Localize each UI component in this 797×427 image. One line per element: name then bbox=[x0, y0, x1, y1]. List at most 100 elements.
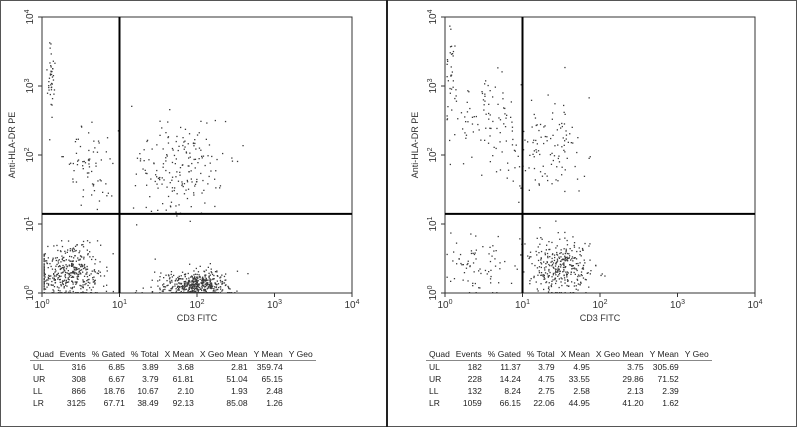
event-dot-ur bbox=[553, 155, 556, 157]
event-dot-lr bbox=[222, 282, 224, 284]
event-dot-ur bbox=[544, 125, 546, 127]
event-dot-ll bbox=[65, 282, 67, 284]
event-dot-ur bbox=[588, 157, 590, 159]
event-dot-lr bbox=[575, 268, 578, 270]
event-dot-lr bbox=[171, 276, 173, 278]
event-dot-ll bbox=[51, 284, 53, 286]
event-dot-lr bbox=[194, 276, 196, 278]
event-dot-lr bbox=[191, 287, 193, 290]
event-dot-lr bbox=[198, 292, 201, 294]
event-dot-ul bbox=[50, 70, 52, 72]
event-dot-ll bbox=[89, 287, 91, 289]
event-dot-lr bbox=[207, 292, 209, 294]
event-dot-lr bbox=[595, 265, 597, 267]
x-axis-label: CD3 FITC bbox=[580, 313, 621, 323]
event-dot-ur bbox=[191, 162, 193, 165]
event-dot-ll bbox=[467, 260, 469, 262]
event-dot-ul bbox=[106, 137, 109, 139]
event-dot-ll bbox=[92, 256, 94, 258]
event-dot-lr bbox=[210, 282, 212, 284]
event-dot-lr bbox=[209, 287, 211, 289]
event-dot-lr bbox=[572, 267, 574, 270]
event-dot-ur bbox=[194, 185, 196, 187]
event-dot-lr bbox=[551, 265, 553, 267]
event-dot-ur bbox=[534, 117, 537, 119]
event-dot-lr bbox=[552, 253, 554, 255]
event-dot-ul bbox=[481, 174, 483, 176]
event-dot-ul bbox=[51, 116, 53, 118]
event-dot-lr bbox=[577, 289, 579, 291]
event-dot-ul bbox=[450, 74, 452, 76]
event-dot-lr bbox=[540, 259, 542, 261]
event-dot-lr bbox=[208, 277, 210, 279]
event-dot-ul bbox=[467, 121, 469, 123]
event-dot-ll bbox=[51, 292, 53, 294]
event-dot-ur bbox=[191, 181, 193, 183]
stats-value-cell: 1.93 bbox=[231, 386, 248, 396]
event-dot-lr bbox=[211, 272, 213, 274]
event-dot-ll bbox=[106, 266, 108, 268]
event-dot-ul bbox=[74, 141, 77, 143]
event-dot-ll bbox=[53, 273, 55, 275]
event-dot-ul bbox=[446, 59, 449, 61]
event-dot-lr bbox=[514, 265, 516, 267]
event-dot-ul bbox=[88, 163, 90, 165]
event-dot-lr bbox=[536, 237, 538, 239]
event-dot-lr bbox=[192, 279, 194, 281]
stats-header-cell: % Gated bbox=[91, 349, 125, 359]
event-dot-lr bbox=[546, 261, 548, 263]
event-dot-ur bbox=[558, 161, 561, 163]
event-dot-ll bbox=[493, 250, 495, 252]
event-dot-ll bbox=[82, 267, 85, 270]
event-dot-ur bbox=[204, 202, 206, 204]
event-dot-ll bbox=[86, 240, 89, 242]
event-dot-lr bbox=[193, 281, 195, 283]
event-dot-lr bbox=[182, 285, 184, 287]
event-dot-ur bbox=[511, 126, 514, 128]
event-dot-ll bbox=[65, 292, 67, 294]
event-dot-lr bbox=[160, 272, 162, 274]
event-dot-lr bbox=[572, 265, 574, 267]
event-dot-ul bbox=[72, 178, 74, 180]
event-dot-ur bbox=[193, 192, 195, 194]
event-dot-lr bbox=[569, 264, 571, 266]
event-dot-lr bbox=[211, 285, 213, 287]
stats-header-cell: Y Geo bbox=[684, 349, 709, 359]
event-dot-lr bbox=[529, 256, 531, 258]
event-dot-lr bbox=[585, 292, 587, 294]
event-dot-lr bbox=[203, 281, 205, 284]
event-dot-ul bbox=[524, 139, 526, 141]
event-dot-ur bbox=[168, 172, 171, 174]
event-dot-ll bbox=[67, 291, 70, 293]
stats-row: LL 866 18.76 10.67 2.10 1.93 2.48 bbox=[30, 385, 316, 397]
event-dot-lr bbox=[169, 282, 171, 284]
stats-quad-cell: LL bbox=[429, 386, 439, 396]
event-dot-ll bbox=[82, 286, 84, 288]
event-dot-ur bbox=[547, 94, 549, 96]
event-dot-ll bbox=[86, 249, 88, 251]
event-dot-ll bbox=[55, 259, 57, 262]
event-dot-lr bbox=[545, 249, 547, 251]
event-dot-lr bbox=[545, 281, 548, 283]
stats-value-cell: 18.76 bbox=[103, 386, 125, 396]
event-dot-ur bbox=[171, 179, 173, 181]
event-dot-ll bbox=[69, 248, 71, 250]
event-dot-ll bbox=[84, 283, 86, 286]
event-dot-ur bbox=[175, 140, 177, 143]
event-dot-ll bbox=[90, 273, 92, 275]
event-dot-ur bbox=[187, 165, 189, 167]
event-dot-ul bbox=[48, 85, 50, 87]
event-dot-ll bbox=[92, 279, 94, 281]
event-dot-ll bbox=[59, 290, 61, 292]
event-dot-ur bbox=[146, 139, 149, 141]
event-dot-ul bbox=[465, 134, 468, 136]
event-dot-lr bbox=[222, 289, 224, 291]
event-dot-ll bbox=[94, 292, 97, 294]
event-dot-lr bbox=[203, 292, 205, 294]
event-dot-ul bbox=[93, 190, 96, 192]
event-dot-lr bbox=[564, 231, 566, 234]
event-dot-lr bbox=[169, 289, 171, 292]
event-dot-lr bbox=[165, 274, 167, 276]
stats-quad-cell: UR bbox=[429, 374, 442, 384]
event-dot-lr bbox=[205, 278, 207, 280]
